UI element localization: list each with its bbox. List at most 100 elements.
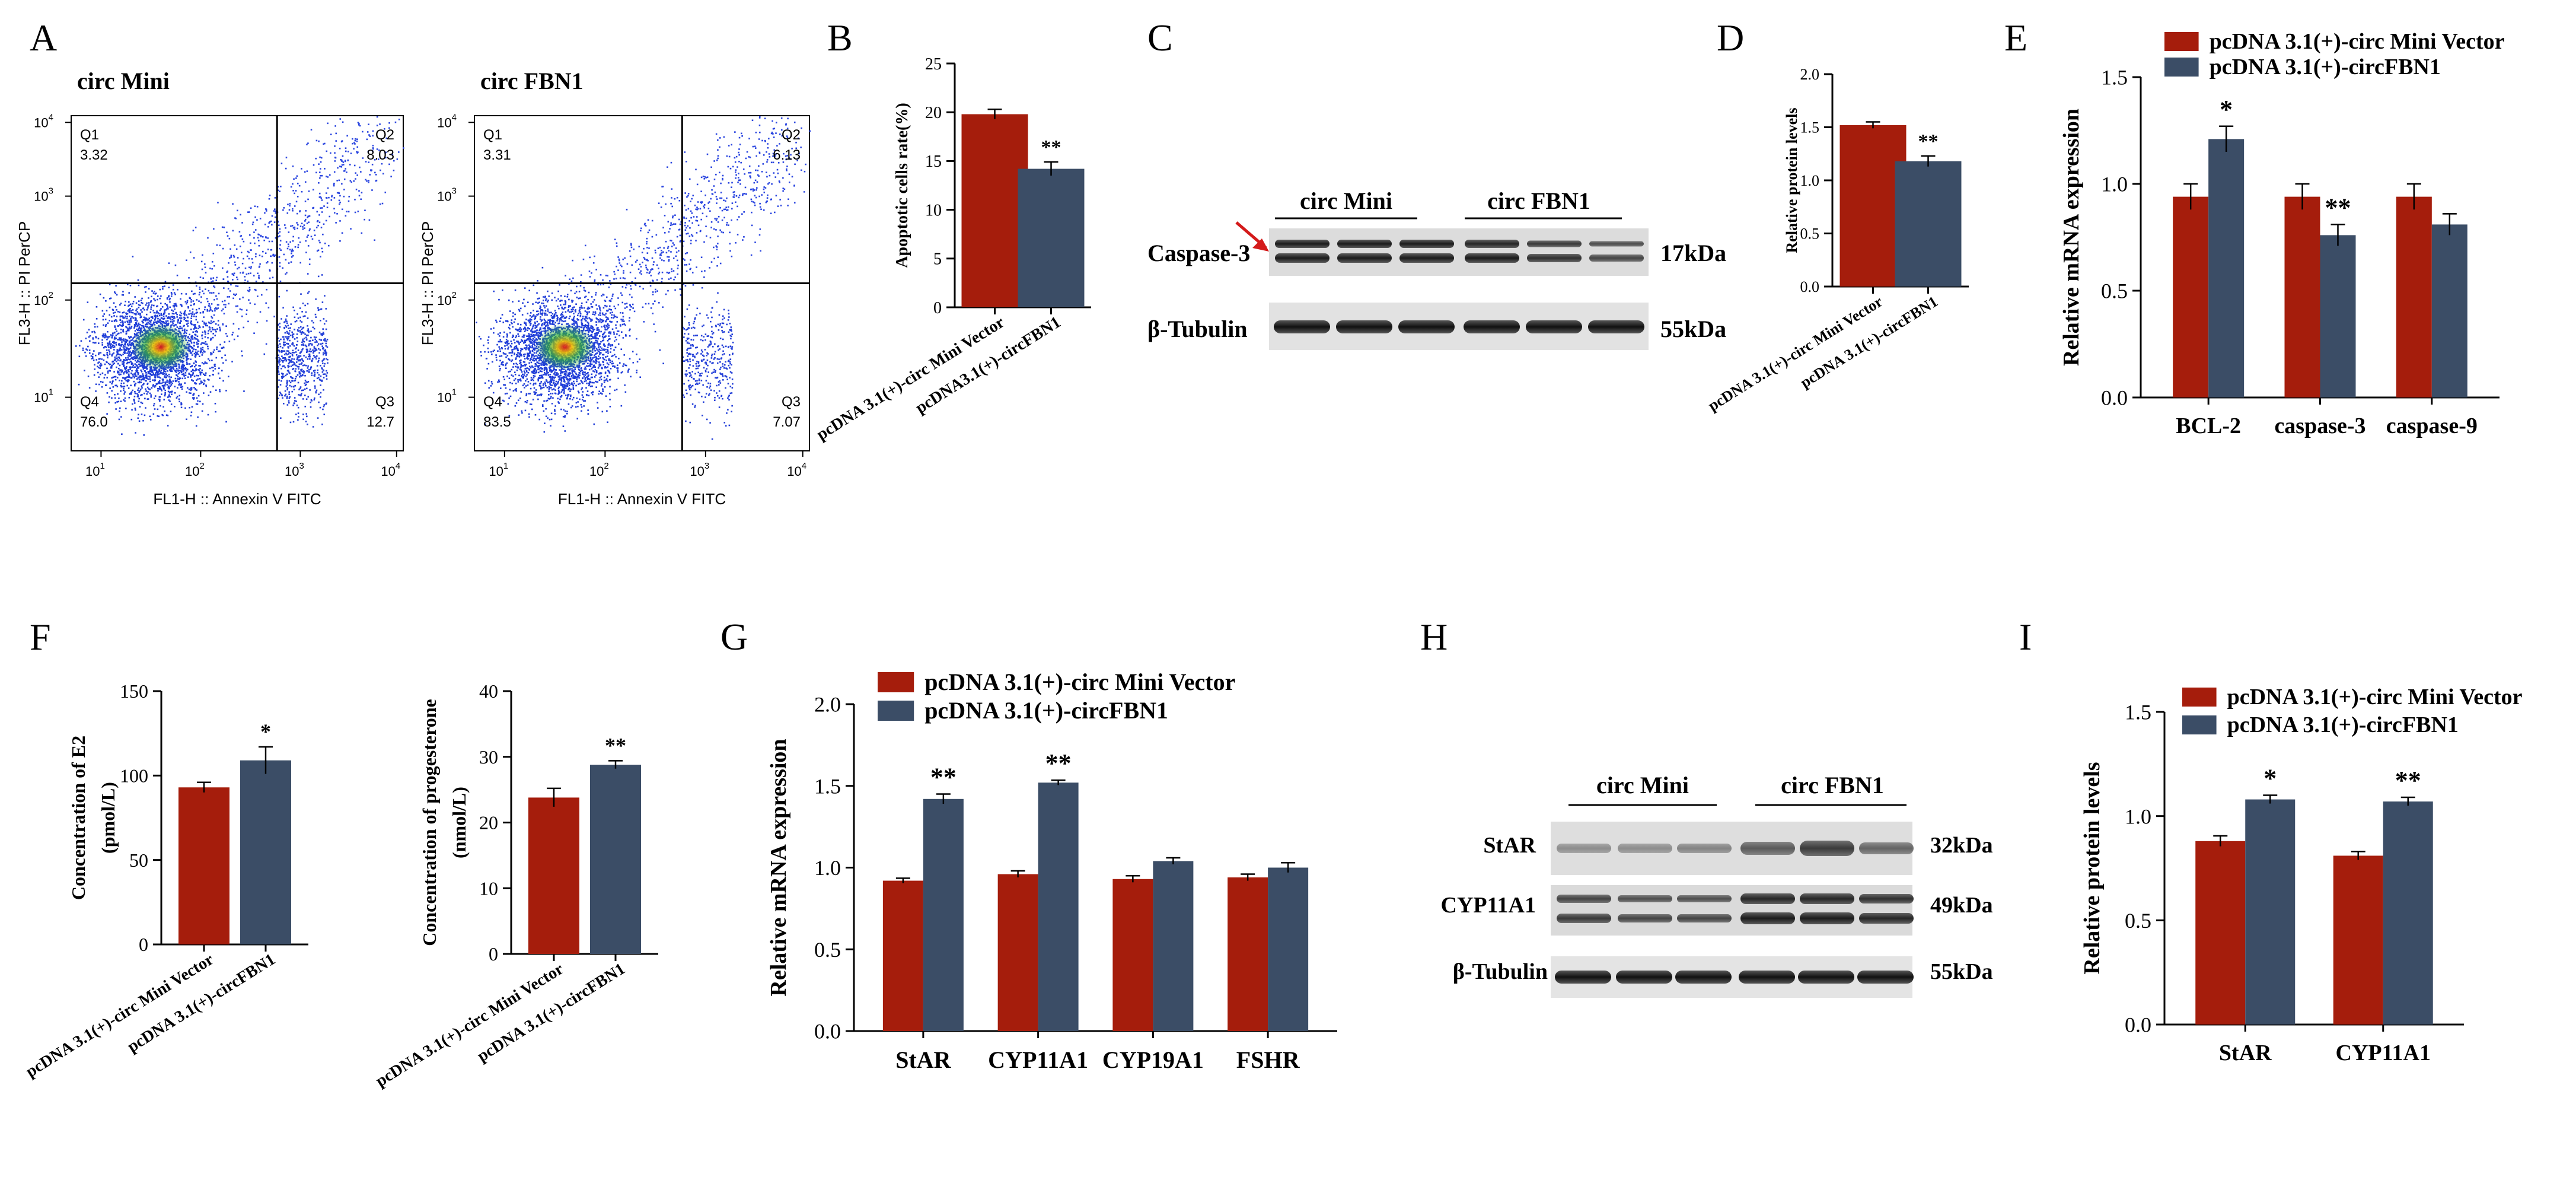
event-dot [557,298,559,300]
event-dot [539,370,541,373]
event-dot [232,230,234,232]
event-dot [163,322,165,324]
event-dot [313,370,315,372]
event-dot [112,386,114,388]
event-dot [167,316,169,319]
event-dot [196,335,199,338]
event-dot [216,308,218,310]
event-dot [115,384,117,387]
event-dot [94,326,96,328]
event-dot [282,360,283,362]
event-dot [246,309,248,311]
event-dot [168,313,170,315]
event-dot [548,295,550,297]
event-dot [526,335,528,337]
event-dot [183,311,186,313]
event-dot [156,310,158,312]
event-dot [103,346,105,349]
event-dot [554,310,556,312]
event-dot [170,384,173,386]
event-dot [372,130,374,132]
event-dot [195,425,197,427]
event-dot [306,144,308,145]
event-dot [170,376,172,378]
event-dot [326,192,327,194]
event-dot [250,266,252,268]
event-dot [234,294,237,297]
event-dot [578,373,579,376]
event-dot [598,335,601,337]
event-dot [152,317,154,319]
event-dot [121,294,123,296]
event-dot [592,393,594,396]
event-dot [175,311,177,314]
event-dot [512,375,514,377]
event-dot [284,341,286,343]
event-dot [293,178,295,180]
event-dot [309,355,311,358]
event-dot [211,338,212,340]
event-dot [308,330,310,332]
event-dot [223,304,225,306]
event-dot [152,372,154,374]
event-dot [525,376,527,377]
event-dot [319,241,321,244]
event-dot [195,327,197,329]
event-dot [120,373,122,376]
event-dot [201,342,203,344]
event-dot [158,320,160,322]
event-dot [82,349,84,351]
event-dot [305,345,308,348]
event-dot [294,309,295,311]
event-dot [279,351,281,353]
event-dot [193,315,195,317]
event-dot [168,395,170,397]
event-dot [130,392,132,394]
event-dot [142,378,144,380]
event-dot [128,311,130,314]
event-dot [565,302,567,304]
event-dot [164,376,165,378]
event-dot [199,377,201,380]
event-dot [286,247,289,250]
event-dot [128,396,130,399]
event-dot [157,305,158,307]
event-dot [549,374,551,376]
event-dot [159,297,161,300]
event-dot [120,354,123,357]
event-dot [286,396,288,398]
event-dot [172,380,174,382]
event-dot [138,300,140,302]
event-dot [215,411,216,413]
event-dot [202,348,204,351]
event-dot [341,160,343,162]
event-dot [154,291,155,292]
event-dot [259,218,262,219]
event-dot [158,382,160,384]
event-dot [269,269,271,271]
event-dot [130,310,132,312]
event-dot [105,346,107,348]
event-dot [283,345,285,346]
event-dot [114,325,116,327]
event-dot [572,377,574,379]
event-dot [138,312,140,314]
event-dot [176,274,178,276]
event-dot [328,196,330,199]
event-dot [379,203,381,205]
event-dot [136,367,139,369]
event-dot [103,297,105,299]
event-dot [132,389,134,392]
event-dot [326,338,329,341]
event-dot [126,330,127,333]
event-dot [317,371,318,374]
event-dot [191,354,193,356]
event-dot [178,367,180,369]
event-dot [138,367,139,369]
event-dot [172,284,174,286]
event-dot [358,124,360,126]
event-dot [355,138,356,140]
event-dot [334,160,336,162]
event-dot [149,368,151,370]
event-dot [543,296,544,298]
